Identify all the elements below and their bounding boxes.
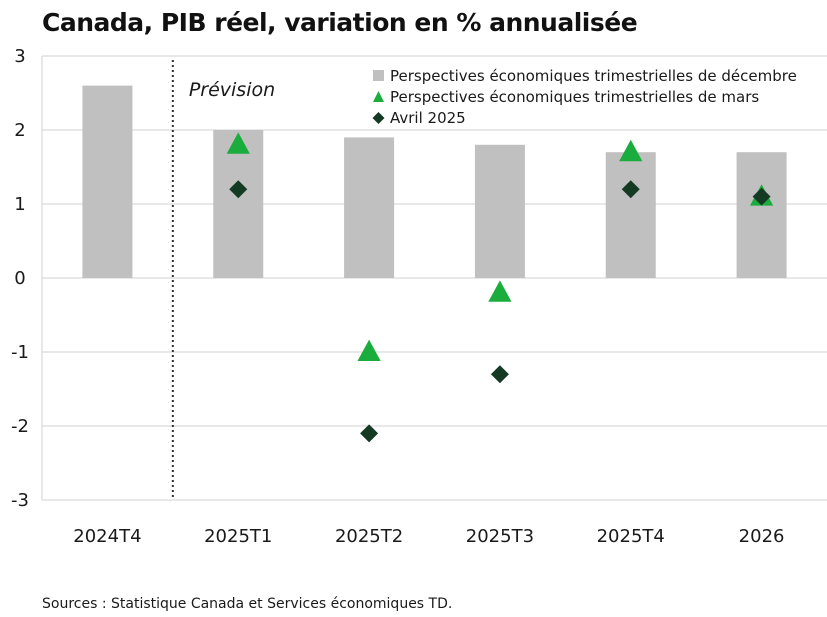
forecast-label: Prévision (189, 79, 275, 101)
x-category-label: 2025T1 (204, 526, 272, 547)
x-category-label: 2025T3 (466, 526, 534, 547)
triangle-marker (619, 139, 643, 162)
x-category-label: 2026 (739, 526, 785, 547)
bar (213, 130, 264, 278)
diamond-marker (490, 365, 509, 384)
x-category-label: 2024T4 (73, 526, 141, 547)
bar (82, 85, 133, 278)
legend-swatch-triangle (373, 91, 384, 102)
bar-series (82, 85, 787, 278)
triangle-marker (488, 280, 512, 302)
bar (605, 152, 656, 278)
y-tick-label: 3 (14, 46, 25, 67)
y-tick-label: 1 (14, 194, 25, 215)
bar (736, 152, 787, 278)
y-tick-label: 2 (14, 120, 25, 141)
diamond-marker (229, 180, 248, 199)
chart-title: Canada, PIB réel, variation en % annuali… (42, 8, 638, 37)
forecast-divider-group: Prévision (171, 60, 275, 500)
y-tick-label: 0 (14, 268, 25, 289)
triangle-marker (226, 132, 250, 154)
legend-label: Perspectives économiques trimestrielles … (390, 67, 797, 85)
legend: Perspectives économiques trimestrielles … (372, 67, 797, 127)
y-tick-label: -2 (11, 416, 29, 437)
x-category-label: 2025T2 (335, 526, 403, 547)
diamond-marker (752, 187, 771, 206)
bar (344, 137, 395, 278)
marker-series (226, 132, 774, 443)
diamond-marker (360, 424, 379, 443)
legend-swatch-diamond (372, 112, 385, 124)
y-axis-ticks: -3 -2 -1 0 1 2 3 (11, 46, 29, 511)
triangle-marker (357, 339, 381, 361)
source-note: Sources : Statistique Canada et Services… (42, 596, 453, 612)
y-tick-label: -1 (11, 342, 29, 363)
legend-label: Perspectives économiques trimestrielles … (390, 88, 759, 106)
bar (474, 144, 525, 278)
x-axis-labels: 2024T4 2025T1 2025T2 2025T3 2025T4 2026 (73, 526, 784, 547)
legend-swatch-square (373, 70, 384, 81)
diamond-marker (621, 180, 640, 199)
legend-label: Avril 2025 (390, 109, 466, 127)
x-category-label: 2025T4 (597, 526, 665, 547)
y-tick-label: -3 (11, 490, 29, 511)
